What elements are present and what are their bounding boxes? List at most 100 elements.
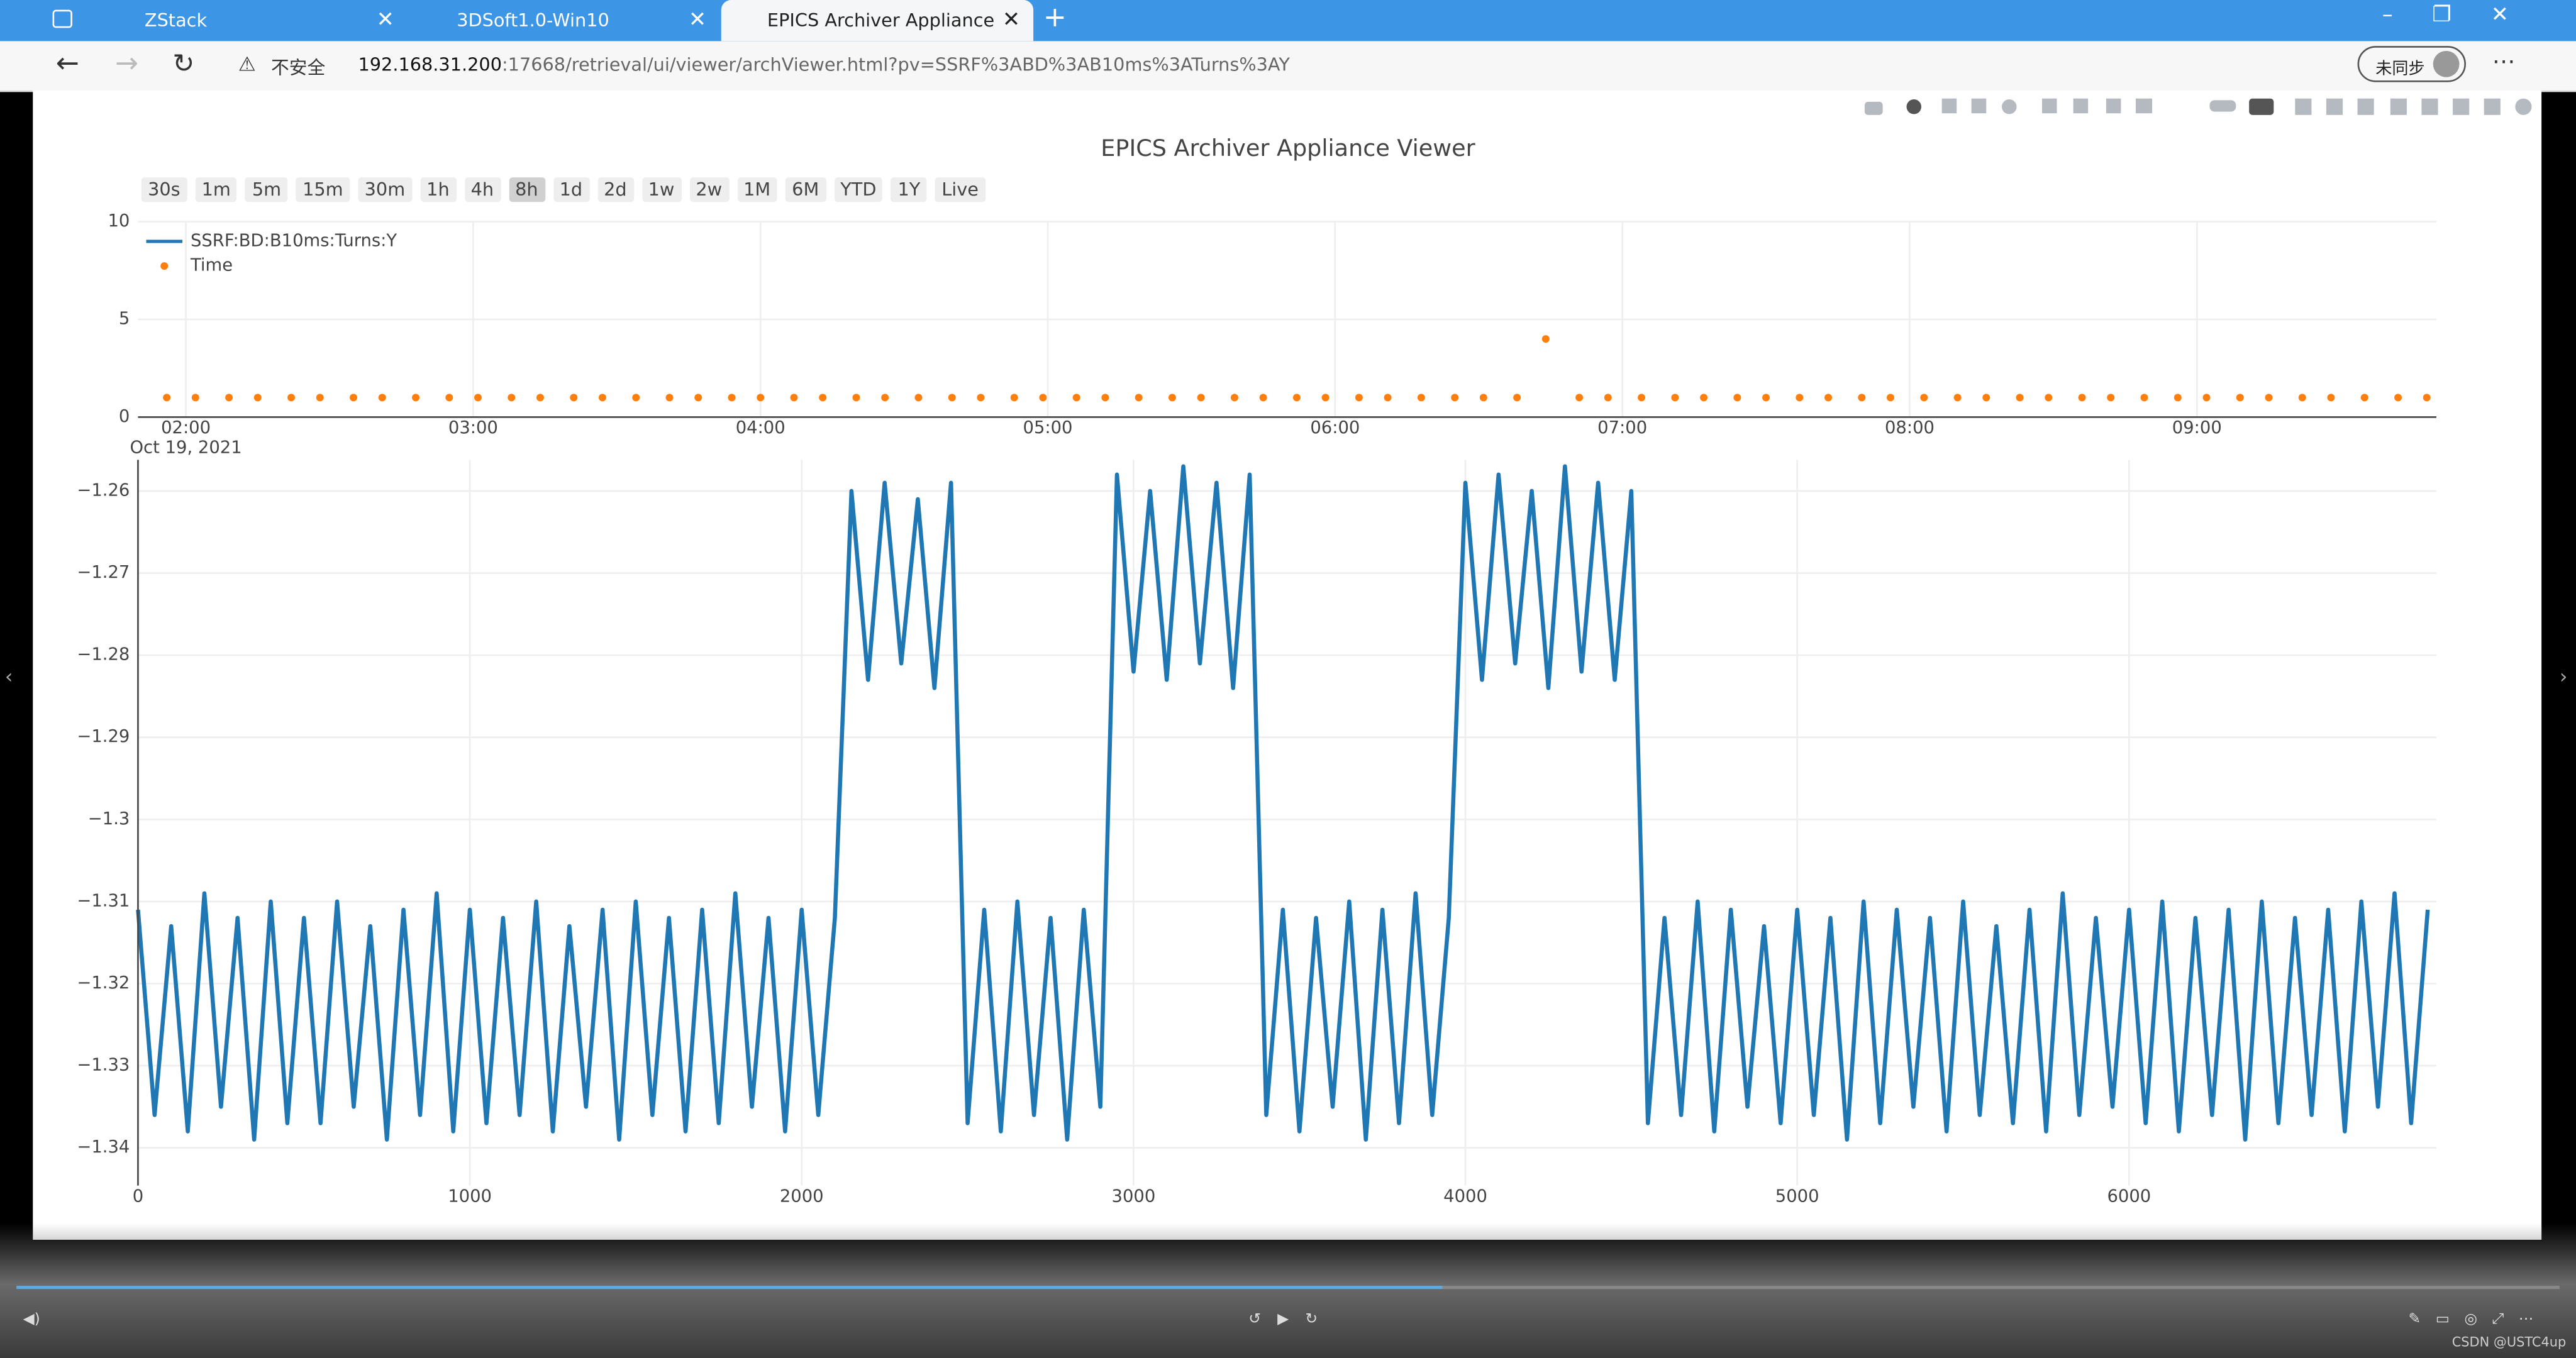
- x-tick-label: 3000: [1112, 1187, 1156, 1206]
- range-button[interactable]: 1m: [195, 177, 238, 202]
- y-tick-label: −1.32: [77, 973, 130, 993]
- url[interactable]: 192.168.31.200:17668/retrieval/ui/viewer…: [358, 54, 1289, 75]
- x-tick-label: 4000: [1443, 1187, 1487, 1206]
- data-point: [2327, 394, 2335, 402]
- data-point: [2265, 394, 2273, 402]
- range-button[interactable]: 2w: [689, 177, 729, 202]
- security-label[interactable]: 不安全: [271, 57, 326, 79]
- modebar-button[interactable]: [2453, 98, 2470, 115]
- legend-label[interactable]: Time: [190, 256, 233, 275]
- new-tab[interactable]: +: [1043, 1, 1067, 35]
- range-button[interactable]: 1M: [736, 177, 777, 202]
- tab-title: EPICS Archiver Appliance: [767, 9, 995, 31]
- range-button[interactable]: 1w: [641, 177, 681, 202]
- range-button[interactable]: 1d: [553, 177, 589, 202]
- volume-button[interactable]: ◀): [23, 1311, 40, 1328]
- data-point: [2174, 394, 2182, 402]
- y-tick-label: −1.27: [77, 563, 130, 582]
- data-point: [474, 394, 482, 402]
- y-tick-label: −1.28: [77, 645, 130, 665]
- menu-button[interactable]: ⋯: [2492, 49, 2516, 76]
- profile-button[interactable]: 未同步: [2357, 46, 2466, 82]
- data-point: [1355, 394, 1363, 402]
- y-tick-label: −1.34: [77, 1137, 130, 1157]
- modebar-button[interactable]: [2326, 98, 2343, 115]
- modebar-button[interactable]: [1971, 98, 1987, 114]
- data-point: [191, 394, 199, 402]
- next-arrow[interactable]: ›: [2559, 665, 2568, 688]
- data-line: [136, 464, 2430, 1142]
- tab[interactable]: 3DSoft1.0-Win10 ✕: [411, 0, 719, 41]
- y-tick-label: −1.3: [88, 809, 130, 829]
- forward-button[interactable]: →: [114, 47, 139, 80]
- modebar-button[interactable]: [2002, 99, 2017, 114]
- modebar-button[interactable]: [2209, 100, 2236, 112]
- data-point: [1479, 394, 1487, 402]
- back-button[interactable]: ←: [55, 47, 80, 80]
- range-button[interactable]: Live: [935, 177, 985, 202]
- security-icon[interactable]: ⚠: [238, 52, 256, 76]
- range-button[interactable]: 2d: [597, 177, 634, 202]
- data-point: [1513, 394, 1521, 402]
- x-tick-label: 06:00: [1310, 418, 1360, 438]
- range-button[interactable]: 15m: [296, 177, 350, 202]
- reload-button[interactable]: ↻: [172, 47, 195, 79]
- range-button[interactable]: 6M: [785, 177, 826, 202]
- window-controls[interactable]: –❐✕: [2382, 3, 2548, 28]
- legend-label[interactable]: SSRF:BD:B10ms:Turns:Y: [191, 231, 397, 250]
- data-point: [632, 394, 640, 402]
- data-point: [2394, 394, 2402, 402]
- range-button[interactable]: YTD: [833, 177, 883, 202]
- address-bar: ← → ↻ ⚠ 不安全 192.168.31.200:17668/retriev…: [0, 41, 2576, 92]
- range-button[interactable]: 30m: [358, 177, 412, 202]
- modebar-button[interactable]: [2515, 98, 2532, 115]
- range-button[interactable]: 8h: [508, 177, 545, 202]
- playback-controls[interactable]: ↺▶↻: [1248, 1311, 1335, 1328]
- modebar-button[interactable]: [2135, 98, 2153, 114]
- data-point: [1541, 335, 1550, 343]
- modebar-button[interactable]: [1906, 99, 1922, 114]
- modebar-button[interactable]: [2484, 98, 2501, 115]
- modebar-button[interactable]: [1941, 98, 1957, 114]
- tab[interactable]: EPICS Archiver Appliance ✕: [721, 0, 1034, 41]
- data-point: [2202, 394, 2211, 402]
- x-tick-label: 1000: [448, 1187, 492, 1206]
- data-point: [1762, 394, 1770, 402]
- prev-arrow[interactable]: ‹: [4, 665, 13, 688]
- range-button[interactable]: 5m: [245, 177, 288, 202]
- modebar-button[interactable]: [2106, 98, 2121, 114]
- tab-close[interactable]: ✕: [376, 8, 394, 33]
- x-tick-label: 03:00: [448, 418, 498, 438]
- modebar-button[interactable]: [2295, 98, 2312, 115]
- progress-remaining: [1442, 1286, 2560, 1289]
- range-button[interactable]: 1Y: [891, 177, 927, 202]
- modebar-button[interactable]: [1864, 101, 1883, 115]
- modebar-button[interactable]: [2042, 98, 2057, 114]
- modebar-button[interactable]: [2357, 98, 2374, 115]
- range-button[interactable]: 30s: [141, 177, 187, 202]
- range-button[interactable]: 4h: [464, 177, 501, 202]
- data-point: [1384, 394, 1392, 402]
- range-button[interactable]: 1h: [419, 177, 457, 202]
- modebar-button[interactable]: [2390, 98, 2407, 115]
- x-tick-label: 2000: [780, 1187, 824, 1206]
- x-tick-label: 09:00: [2172, 418, 2222, 438]
- tab-close[interactable]: ✕: [688, 8, 707, 33]
- modebar-button[interactable]: [2421, 98, 2438, 115]
- modebar-button[interactable]: [2073, 98, 2089, 114]
- data-point: [2360, 394, 2368, 402]
- data-point: [2423, 394, 2431, 402]
- tab-actions-icon[interactable]: [52, 9, 72, 28]
- data-point: [1072, 394, 1080, 402]
- modebar-button[interactable]: [2249, 98, 2274, 115]
- data-point: [1638, 394, 1646, 402]
- data-point: [1321, 394, 1330, 402]
- data-point: [378, 394, 386, 402]
- data-point: [1292, 394, 1301, 402]
- player-tools[interactable]: ✎▭◎⤢⋯: [2408, 1311, 2548, 1328]
- tab[interactable]: ZStack ✕: [99, 0, 408, 41]
- tab-close[interactable]: ✕: [1002, 8, 1021, 33]
- data-point: [2016, 394, 2024, 402]
